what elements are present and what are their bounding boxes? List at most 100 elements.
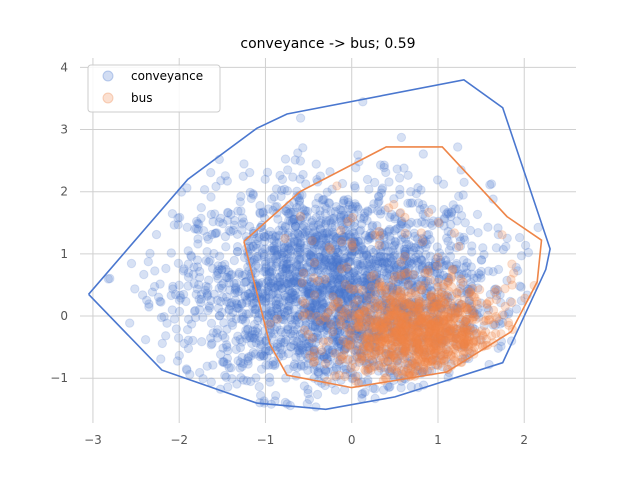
conveyance-point [291, 259, 301, 269]
conveyance-point [353, 265, 363, 275]
conveyance-point [213, 303, 224, 313]
conveyance-point [262, 270, 272, 280]
bus-point [482, 298, 492, 309]
conveyance-point [255, 208, 265, 219]
conveyance-point [196, 213, 206, 224]
conveyance-point [327, 315, 338, 325]
conveyance-point [279, 247, 289, 258]
bus-point [401, 366, 411, 376]
x-tick-label: −1 [257, 433, 275, 447]
bus-point [421, 300, 431, 310]
conveyance-point [232, 287, 243, 297]
conveyance-point [478, 243, 488, 253]
conveyance-point [274, 225, 284, 236]
conveyance-point [310, 237, 320, 248]
conveyance-point [365, 334, 375, 345]
conveyance-point [314, 315, 325, 325]
y-tick-label: −1 [50, 371, 68, 385]
conveyance-point [369, 262, 379, 272]
conveyance-point [417, 313, 427, 324]
conveyance-point [326, 351, 336, 362]
conveyance-point [448, 337, 459, 347]
conveyance-point [328, 213, 338, 224]
conveyance-point [337, 284, 347, 294]
conveyance-point [169, 314, 180, 324]
conveyance-point [347, 368, 357, 378]
bus-point [432, 260, 443, 271]
conveyance-point [279, 295, 289, 306]
conveyance-point [349, 310, 359, 321]
conveyance-point [442, 322, 452, 332]
bus-point [392, 361, 403, 372]
conveyance-point [295, 113, 306, 123]
conveyance-point [387, 285, 397, 295]
conveyance-point [307, 338, 317, 348]
legend-marker-conveyance [102, 70, 114, 82]
conveyance-point [279, 255, 289, 266]
conveyance-point [347, 226, 357, 237]
conveyance-point [251, 373, 261, 383]
conveyance-point [408, 245, 419, 256]
conveyance-point [298, 143, 308, 153]
conveyance-point [328, 272, 339, 282]
bus-point [412, 338, 422, 349]
conveyance-point [399, 261, 410, 271]
conveyance-point [511, 304, 522, 314]
conveyance-point [338, 232, 348, 242]
conveyance-point [317, 304, 327, 314]
conveyance-point [258, 351, 268, 361]
conveyance-point [285, 256, 296, 266]
conveyance-point [221, 296, 232, 307]
conveyance-point [388, 302, 399, 312]
conveyance-point [319, 260, 329, 270]
conveyance-point [338, 304, 348, 314]
conveyance-point [298, 283, 308, 294]
conveyance-point [334, 304, 345, 314]
conveyance-point [454, 232, 465, 242]
conveyance-point [403, 363, 413, 374]
conveyance-point [325, 272, 335, 283]
conveyance-point [188, 269, 199, 280]
conveyance-point [351, 273, 362, 283]
conveyance-point [377, 263, 388, 274]
conveyance-point [377, 298, 388, 308]
bus-point [433, 217, 444, 228]
conveyance-point [418, 275, 429, 286]
conveyance-point [400, 263, 410, 274]
conveyance-point [246, 193, 257, 204]
conveyance-point [261, 344, 271, 354]
bus-point [336, 225, 346, 236]
conveyance-point [385, 320, 395, 331]
conveyance-point [294, 255, 304, 265]
conveyance-point [434, 274, 444, 284]
conveyance-point [288, 277, 298, 287]
conveyance-point [255, 336, 265, 346]
conveyance-point [379, 240, 390, 251]
conveyance-point [365, 261, 375, 271]
conveyance-point [327, 257, 338, 267]
conveyance-point [454, 298, 464, 309]
conveyance-point [228, 225, 239, 236]
conveyance-point [260, 297, 270, 307]
conveyance-point [337, 264, 347, 274]
conveyance-point [357, 219, 367, 229]
conveyance-point [312, 356, 323, 366]
conveyance-point [476, 273, 486, 283]
conveyance-point [343, 309, 353, 320]
conveyance-point [284, 301, 294, 311]
conveyance-point [388, 327, 398, 338]
conveyance-point [406, 256, 416, 266]
conveyance-point [395, 336, 405, 346]
conveyance-point [362, 307, 372, 317]
conveyance-point [348, 275, 359, 285]
conveyance-point [287, 241, 297, 251]
conveyance-point [401, 239, 412, 249]
conveyance-point [345, 290, 356, 300]
conveyance-point [266, 296, 276, 306]
conveyance-point [322, 187, 332, 197]
conveyance-point [182, 365, 192, 375]
conveyance-point [335, 274, 345, 285]
conveyance-point [236, 373, 246, 383]
conveyance-point [373, 272, 383, 283]
conveyance-point [308, 266, 319, 277]
